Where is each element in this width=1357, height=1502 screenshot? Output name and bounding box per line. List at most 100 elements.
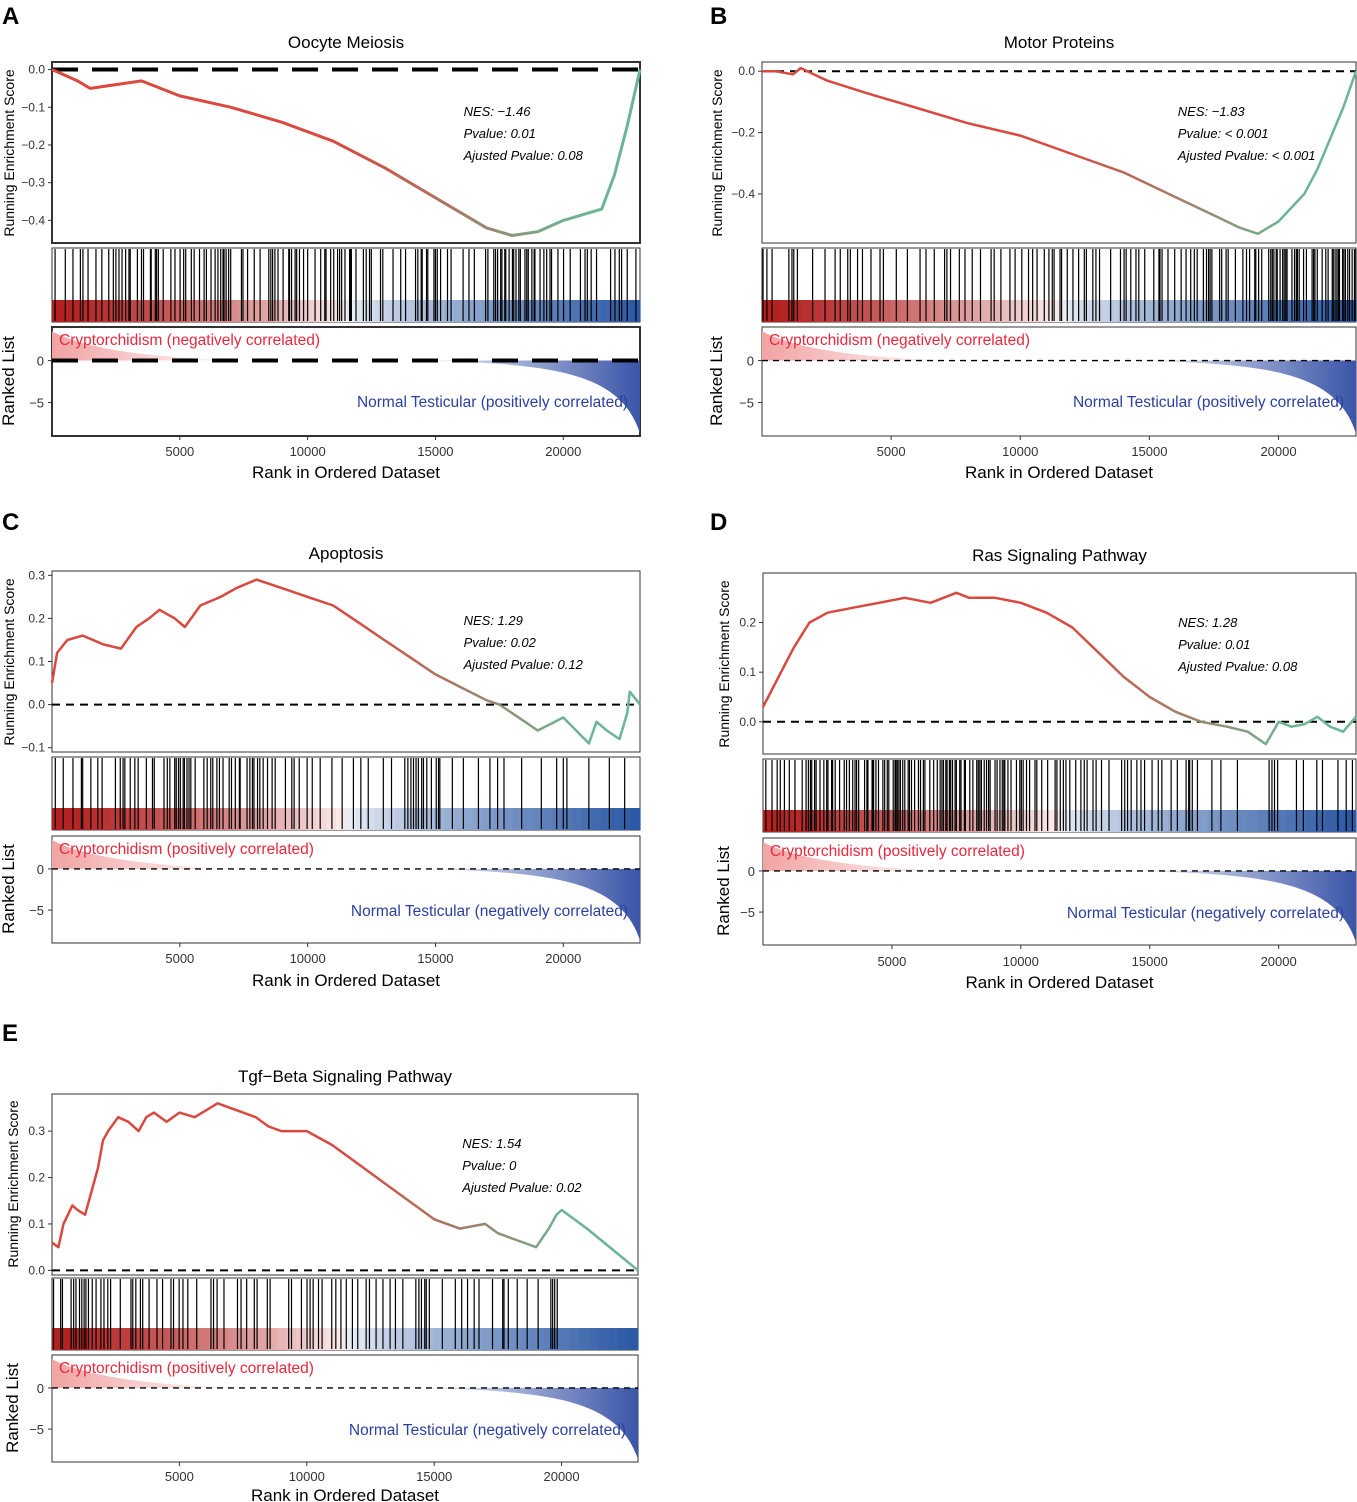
rank-heat-cell xyxy=(782,810,794,832)
positive-phenotype-label: Cryptorchidism (positively correlated) xyxy=(59,841,314,858)
rank-heat-cell xyxy=(1326,810,1337,832)
panel-d: D Ras Signaling Pathway 0.2 0.1 0.0 Running E… xyxy=(710,509,1357,992)
x-axis-label: Rank in Ordered Dataset xyxy=(965,973,1153,992)
ranked-y-axis-label: Ranked List xyxy=(3,1363,22,1453)
rank-heat-cell xyxy=(511,1328,522,1350)
rank-heat-cell xyxy=(434,300,445,322)
rank-heat-cell xyxy=(851,810,863,832)
y-axis-label: Running Enrichment Score xyxy=(1,578,17,746)
rank-heat-cell xyxy=(395,808,406,830)
rank-heat-cell xyxy=(61,1328,73,1350)
rank-heat-cell xyxy=(238,808,249,830)
y-axis-label: Running Enrichment Score xyxy=(716,580,732,748)
rank-heat-cell xyxy=(1217,300,1228,322)
rank-heat-cell xyxy=(870,300,882,322)
rank-heat-cell xyxy=(1059,810,1070,832)
ranked-plot-frame xyxy=(761,326,1357,437)
rank-heat-cell xyxy=(502,300,514,322)
rank-heat-cell xyxy=(950,300,961,322)
rank-heat-cell xyxy=(501,1328,512,1350)
rank-heat-cell xyxy=(520,1328,532,1350)
ranked-y-tick-label: 0 xyxy=(747,354,754,369)
rank-heat-cell xyxy=(1019,810,1031,832)
rank-heat-cell xyxy=(532,300,543,322)
rank-heat-cell xyxy=(189,808,200,830)
pvalue-label: Pvalue: 0.01 xyxy=(1178,637,1250,652)
ranked-y-axis-label: Ranked List xyxy=(0,336,18,426)
rank-heat-cell xyxy=(608,1328,620,1350)
y-tick-label: −0.2 xyxy=(731,126,755,140)
rank-heat-cell xyxy=(1108,810,1120,832)
rank-heat-cell xyxy=(1346,810,1357,832)
y-tick-label: 0.2 xyxy=(28,611,45,625)
panel-letter: D xyxy=(710,509,727,536)
y-tick-label: 0.2 xyxy=(739,616,756,630)
rank-heat-cell xyxy=(1207,300,1218,322)
x-tick-label: 10000 xyxy=(290,444,326,459)
rank-heat-cell xyxy=(1019,300,1030,322)
chart-title: Oocyte Meiosis xyxy=(288,33,404,52)
rank-heat-cell xyxy=(385,300,396,322)
panel-e: E Tgf−Beta Signaling Pathway 0.3 0.2 0.1 0.0 R… xyxy=(2,1020,639,1502)
ranked-negative-area xyxy=(1118,360,1356,434)
rank-heat-cell xyxy=(512,808,523,830)
y-tick-label: 0.0 xyxy=(28,1263,45,1277)
x-tick-label: 10000 xyxy=(1002,444,1038,459)
x-tick-label: 10000 xyxy=(289,1469,325,1484)
rank-heat-cell xyxy=(297,808,308,830)
rank-heat-cell xyxy=(1187,300,1199,322)
rank-heat-cell xyxy=(512,300,523,322)
adj-pvalue-label: Ajusted Pvalue: 0.12 xyxy=(463,657,584,672)
rank-heat-cell xyxy=(149,1328,161,1350)
positive-phenotype-label: Cryptorchidism (positively correlated) xyxy=(59,1360,314,1377)
rank-heat-cell xyxy=(346,808,357,830)
rank-heat-cell xyxy=(1247,300,1258,322)
x-tick-label: 20000 xyxy=(1260,444,1296,459)
rank-heat-cell xyxy=(481,1328,493,1350)
rank-heat-cell xyxy=(802,810,814,832)
rank-heat-cell xyxy=(1237,810,1248,832)
rank-heat-cell xyxy=(393,1328,405,1350)
rank-heat-cell xyxy=(1029,300,1040,322)
rank-heat-cell xyxy=(453,808,465,830)
nes-label: NES: 1.29 xyxy=(464,613,523,628)
rank-heat-cell xyxy=(610,300,621,322)
rank-heat-cell xyxy=(1128,810,1140,832)
x-tick-label: 5000 xyxy=(877,444,906,459)
x-tick-label: 5000 xyxy=(165,1469,194,1484)
rank-heat-cell xyxy=(375,808,386,830)
rank-heat-cell xyxy=(316,808,327,830)
ranked-y-axis-label: Ranked List xyxy=(714,846,733,936)
rank-heat-cell xyxy=(1088,300,1100,322)
rank-heat-cell xyxy=(444,808,455,830)
rank-heat-cell xyxy=(188,1328,200,1350)
y-axis-label: Running Enrichment Score xyxy=(5,1100,21,1268)
rank-heat-cell xyxy=(921,810,932,832)
rank-heat-cell xyxy=(257,300,269,322)
rank-heat-cell xyxy=(571,808,582,830)
rank-heat-cell xyxy=(940,300,951,322)
nes-label: NES: 1.54 xyxy=(462,1136,521,1151)
chart-title: Motor Proteins xyxy=(1004,33,1115,52)
rank-heat-cell xyxy=(414,300,425,322)
rank-heat-cell xyxy=(579,1328,590,1350)
rank-heat-cell xyxy=(120,1328,131,1350)
rank-heat-cell xyxy=(423,1328,434,1350)
panel-a: A Oocyte Meiosis 0.0 −0.1 −0.2 −0.3 −0.4 Runnin… xyxy=(0,3,642,482)
x-tick-label: 15000 xyxy=(417,444,453,459)
rank-heat-cell xyxy=(483,808,494,830)
x-tick-label: 5000 xyxy=(165,444,194,459)
pvalue-label: Pvalue: 0.01 xyxy=(464,126,536,141)
x-tick-label: 10000 xyxy=(290,951,326,966)
rank-heat-cell xyxy=(821,300,832,322)
rank-heat-cell xyxy=(1158,810,1169,832)
rank-heat-cell xyxy=(61,300,73,322)
rank-heat-cell xyxy=(1247,810,1258,832)
panel-letter: C xyxy=(2,509,19,536)
x-tick-label: 20000 xyxy=(543,1469,579,1484)
rank-heat-cell xyxy=(326,300,337,322)
rank-heat-cell xyxy=(71,300,82,322)
rank-heat-cell xyxy=(598,1328,610,1350)
ranked-positive-area xyxy=(52,1359,246,1388)
rank-heat-cell xyxy=(297,300,308,322)
